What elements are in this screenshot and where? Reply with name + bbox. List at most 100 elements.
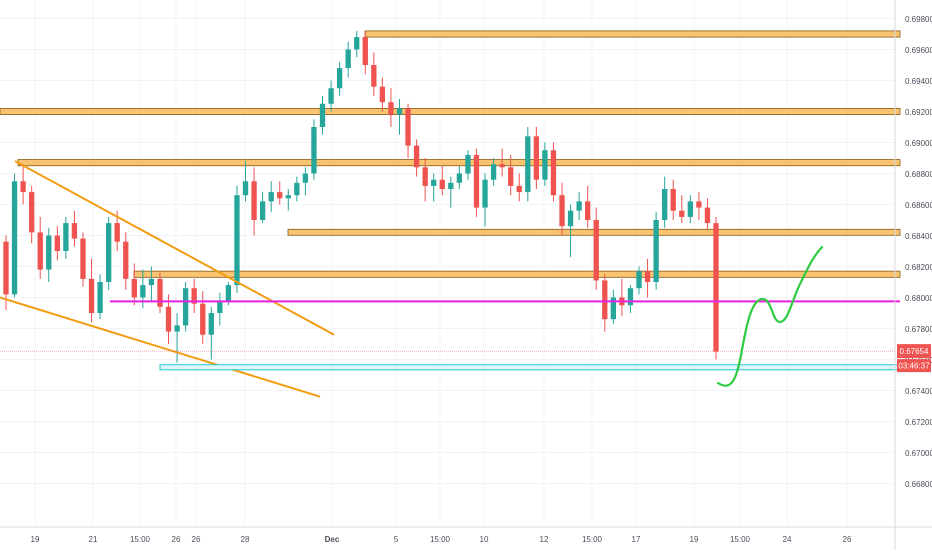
candle [277, 181, 283, 205]
resistance-zone [17, 159, 901, 167]
candle [182, 282, 189, 332]
candle-body [80, 238, 86, 279]
candle [482, 173, 488, 227]
candle-body [533, 136, 540, 180]
candle-body [174, 325, 180, 332]
candle-body [371, 65, 377, 87]
candle-body [114, 223, 120, 242]
candle-body [662, 189, 668, 220]
candle-body [46, 235, 52, 270]
candle [71, 210, 78, 247]
candle [696, 192, 702, 220]
candle [704, 198, 711, 230]
candle-body [465, 154, 471, 174]
candle-body [473, 154, 480, 208]
candle-body [285, 195, 291, 199]
candle-body [148, 278, 155, 286]
support-zone [159, 364, 901, 371]
candle [687, 195, 693, 224]
candle-body [97, 282, 103, 313]
candle [388, 88, 394, 127]
resistance-zone [0, 108, 901, 116]
candle [533, 127, 540, 189]
candle [165, 294, 172, 344]
candle-body [679, 210, 685, 217]
candle-body [37, 232, 43, 270]
countdown-badge [897, 359, 931, 373]
candlesticks [3, 30, 719, 363]
candle [559, 182, 565, 236]
candle [345, 41, 351, 78]
candle [191, 278, 197, 313]
candle-body [328, 88, 334, 104]
candle [294, 176, 300, 202]
candle-body [713, 223, 719, 352]
candle-body [704, 207, 711, 224]
resistance-zone [364, 30, 901, 38]
candle-body [362, 37, 368, 65]
candle [148, 266, 155, 303]
time-tick-label: 10 [480, 535, 489, 544]
candle [679, 195, 685, 224]
candle [268, 181, 274, 213]
candle-body [670, 189, 676, 211]
candle-body [123, 241, 129, 279]
candle [662, 176, 668, 228]
candle [328, 80, 334, 112]
price-axis[interactable]: 0.69800 0.69600 0.69400 0.69200 0.69000 0.688… [905, 15, 932, 489]
candle-body [413, 145, 420, 168]
wedge-lower-trendline [0, 296, 321, 398]
candle [123, 232, 129, 290]
candle-body [191, 288, 197, 304]
candle [259, 192, 266, 224]
candle [362, 30, 368, 75]
time-tick-label: 28 [241, 535, 250, 544]
price-tick-label: 0.68200 [905, 263, 932, 272]
candle [456, 165, 463, 189]
price-tick-label: 0.68000 [905, 294, 932, 303]
candle-body [388, 102, 394, 115]
price-tick-label: 0.67800 [905, 325, 932, 334]
time-tick-label: 5 [394, 535, 399, 544]
candle [602, 274, 608, 332]
candle [550, 142, 557, 202]
candle-body [242, 181, 249, 196]
candle-body [259, 201, 266, 220]
candle-body [140, 285, 146, 298]
time-tick-label: 19 [31, 535, 40, 544]
time-axis[interactable]: 19 21 15:00 26 26 28 Dec 5 15:00 10 12 15:00 17 19 15:… [31, 535, 852, 544]
candle-body [157, 278, 163, 307]
candle [627, 285, 634, 313]
time-tick-label: 26 [843, 535, 852, 544]
price-tick-label: 0.69000 [905, 139, 932, 148]
candle [285, 189, 291, 211]
candle-body [542, 150, 548, 180]
candle-body [516, 185, 522, 193]
candle-body [3, 241, 9, 295]
candle-body [422, 167, 428, 186]
candle [542, 142, 548, 186]
candle [585, 185, 591, 228]
candle-body [208, 313, 214, 335]
candle-body [559, 195, 565, 227]
candle [431, 173, 437, 202]
candle-body [225, 285, 232, 301]
time-tick-label: 15:00 [582, 535, 603, 544]
candle [516, 173, 522, 202]
candle [242, 161, 249, 202]
candle [610, 289, 617, 324]
candle-body [217, 300, 223, 313]
price-tick-label: 0.67400 [905, 387, 932, 396]
candle-body [439, 179, 445, 189]
price-tick-label: 0.67000 [905, 449, 932, 458]
candle [670, 179, 676, 220]
candle-body [336, 68, 343, 89]
candle-body [268, 192, 274, 202]
candle [490, 158, 497, 186]
current-price-label: 0.67654 [900, 347, 929, 356]
candle [713, 216, 719, 360]
candle [396, 99, 403, 135]
candle [593, 207, 599, 290]
